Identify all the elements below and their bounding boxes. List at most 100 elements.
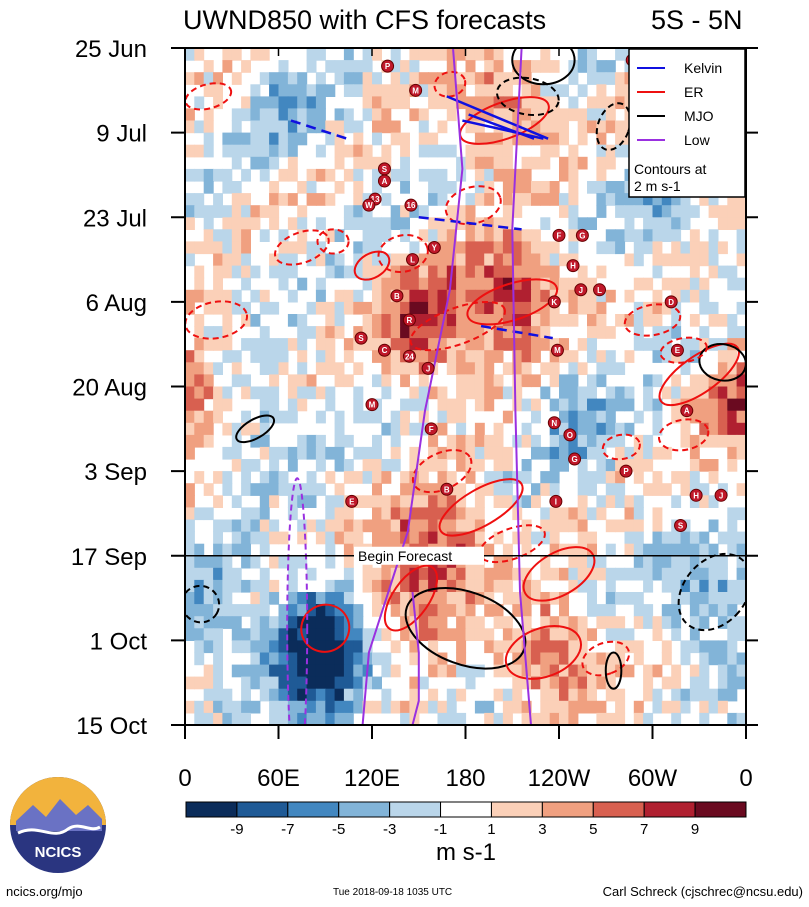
anomaly-cell (531, 96, 541, 110)
anomaly-cell (259, 301, 270, 315)
anomaly-cell (259, 289, 270, 303)
anomaly-cell (437, 265, 448, 279)
anomaly-cell (661, 205, 672, 218)
anomaly-cell (241, 604, 251, 617)
anomaly-cell (231, 144, 242, 158)
anomaly-cell (428, 301, 439, 315)
anomaly-cell (409, 676, 420, 690)
anomaly-cell (484, 712, 495, 725)
anomaly-cell (287, 604, 298, 617)
anomaly-cell (409, 519, 420, 533)
anomaly-cell (736, 193, 746, 206)
anomaly-cell (577, 628, 588, 641)
anomaly-cell (194, 277, 205, 291)
anomaly-cell (587, 217, 597, 230)
anomaly-cell (428, 229, 439, 242)
anomaly-cell (278, 120, 289, 134)
anomaly-cell (343, 676, 354, 690)
anomaly-cell (343, 471, 354, 484)
anomaly-cell (540, 217, 551, 230)
anomaly-cell (717, 579, 728, 593)
anomaly-cell (222, 555, 233, 569)
anomaly-cell (615, 688, 626, 702)
anomaly-cell (297, 592, 308, 605)
anomaly-cell (596, 84, 607, 97)
anomaly-cell (596, 326, 607, 339)
anomaly-cell (633, 507, 644, 521)
anomaly-cell (633, 277, 644, 291)
anomaly-cell (671, 592, 682, 605)
anomaly-cell (624, 217, 635, 230)
anomaly-cell (372, 289, 382, 303)
anomaly-cell (727, 616, 738, 629)
tc-label: H (693, 491, 699, 500)
anomaly-cell (559, 277, 569, 291)
anomaly-cell (474, 350, 485, 363)
anomaly-cell (203, 229, 214, 242)
anomaly-cell (568, 676, 579, 690)
colorbar-tick-label: -7 (281, 821, 294, 838)
anomaly-cell (493, 567, 504, 581)
anomaly-cell (549, 253, 560, 267)
anomaly-cell (465, 592, 476, 605)
tc-icon (421, 361, 435, 375)
anomaly-cell (474, 229, 485, 242)
anomaly-cell (531, 156, 541, 170)
anomaly-cell (241, 241, 251, 255)
anomaly-cell (689, 277, 700, 291)
anomaly-cell (680, 483, 691, 496)
anomaly-cell (699, 338, 710, 351)
anomaly-cell (222, 181, 233, 194)
anomaly-cell (577, 132, 588, 146)
anomaly-cell (717, 531, 728, 545)
anomaly-cell (502, 144, 513, 158)
wave-contour (677, 552, 746, 632)
anomaly-cell (549, 664, 560, 678)
anomaly-cell (717, 398, 728, 412)
anomaly-cell (269, 374, 280, 388)
anomaly-cell (306, 471, 317, 484)
wave-contour (466, 278, 559, 326)
anomaly-cell (334, 446, 345, 460)
anomaly-cell (259, 386, 270, 400)
anomaly-cell (400, 507, 410, 521)
anomaly-cell (502, 446, 513, 460)
anomaly-cell (306, 326, 317, 339)
anomaly-cell (343, 712, 354, 725)
anomaly-cell (315, 640, 326, 654)
anomaly-cell (278, 410, 289, 424)
anomaly-cell (587, 483, 597, 496)
anomaly-cell (661, 446, 672, 460)
tc-label: W (365, 201, 373, 210)
anomaly-cell (428, 168, 439, 182)
anomaly-cell (428, 289, 439, 303)
anomaly-cell (390, 72, 401, 85)
anomaly-cell (643, 386, 654, 400)
anomaly-cell (231, 301, 242, 315)
anomaly-cell (521, 156, 532, 170)
anomaly-cell (465, 676, 476, 690)
tc-label: F (557, 231, 562, 240)
anomaly-cell (689, 434, 700, 448)
anomaly-cell (259, 640, 270, 654)
anomaly-cell (437, 96, 448, 110)
anomaly-cell (633, 314, 644, 327)
anomaly-cell (605, 422, 616, 436)
anomaly-cell (362, 326, 373, 339)
anomaly-cell (409, 471, 420, 484)
anomaly-cell (362, 277, 373, 291)
anomaly-cell (512, 592, 523, 605)
anomaly-cell (587, 374, 597, 388)
anomaly-cell (334, 120, 345, 134)
anomaly-cell (353, 531, 364, 545)
anomaly-cell (717, 676, 728, 690)
anomaly-cell (596, 265, 607, 279)
anomaly-cell (708, 652, 719, 666)
tc-icon (593, 283, 607, 297)
colorbar-units: m s-1 (436, 839, 496, 866)
anomaly-cell (306, 193, 317, 206)
anomaly-cell (278, 168, 289, 182)
anomaly-cell (372, 96, 382, 110)
anomaly-cell (559, 688, 569, 702)
anomaly-cell (540, 652, 551, 666)
